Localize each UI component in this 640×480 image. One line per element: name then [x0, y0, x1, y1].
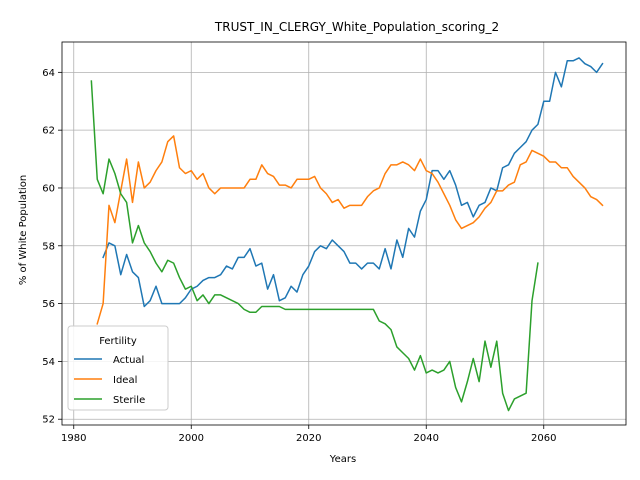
- legend-items: Actual Ideal Sterile: [74, 355, 145, 406]
- series-line-ideal: [96, 135, 604, 325]
- x-axis-title: Years: [329, 454, 356, 465]
- x-tick-label: 2060: [531, 433, 556, 444]
- series-lines: [90, 57, 604, 412]
- axis-ticks: 1980 2000 2020 2040 2060 52 54 56 58 60 62 64: [42, 68, 556, 444]
- legend-label-actual: Actual: [113, 355, 144, 366]
- legend: Fertility Actual Ideal Sterile: [67, 325, 169, 411]
- plot-frame: [61, 41, 627, 426]
- y-tick-label: 58: [42, 241, 55, 252]
- y-tick-label: 52: [42, 415, 55, 426]
- legend-label-ideal: Ideal: [113, 375, 137, 386]
- x-tick-label: 2020: [296, 433, 321, 444]
- y-tick-label: 64: [42, 68, 55, 79]
- y-tick-label: 62: [42, 126, 55, 137]
- legend-title: Fertility: [99, 336, 137, 347]
- x-tick-label: 2000: [179, 433, 204, 444]
- y-tick-label: 60: [42, 183, 55, 194]
- y-tick-label: 54: [42, 357, 55, 368]
- x-tick-label: 2040: [414, 433, 439, 444]
- legend-box: [67, 325, 169, 411]
- x-tick-label: 1980: [61, 433, 86, 444]
- y-axis-title: % of White Population: [18, 175, 29, 285]
- y-tick-label: 56: [42, 299, 55, 310]
- chart-title: TRUST_IN_CLERGY_White_Population_scoring…: [214, 20, 499, 34]
- legend-label-sterile: Sterile: [113, 395, 145, 406]
- series-line-actual: [102, 57, 604, 308]
- series-line-sterile: [90, 80, 539, 412]
